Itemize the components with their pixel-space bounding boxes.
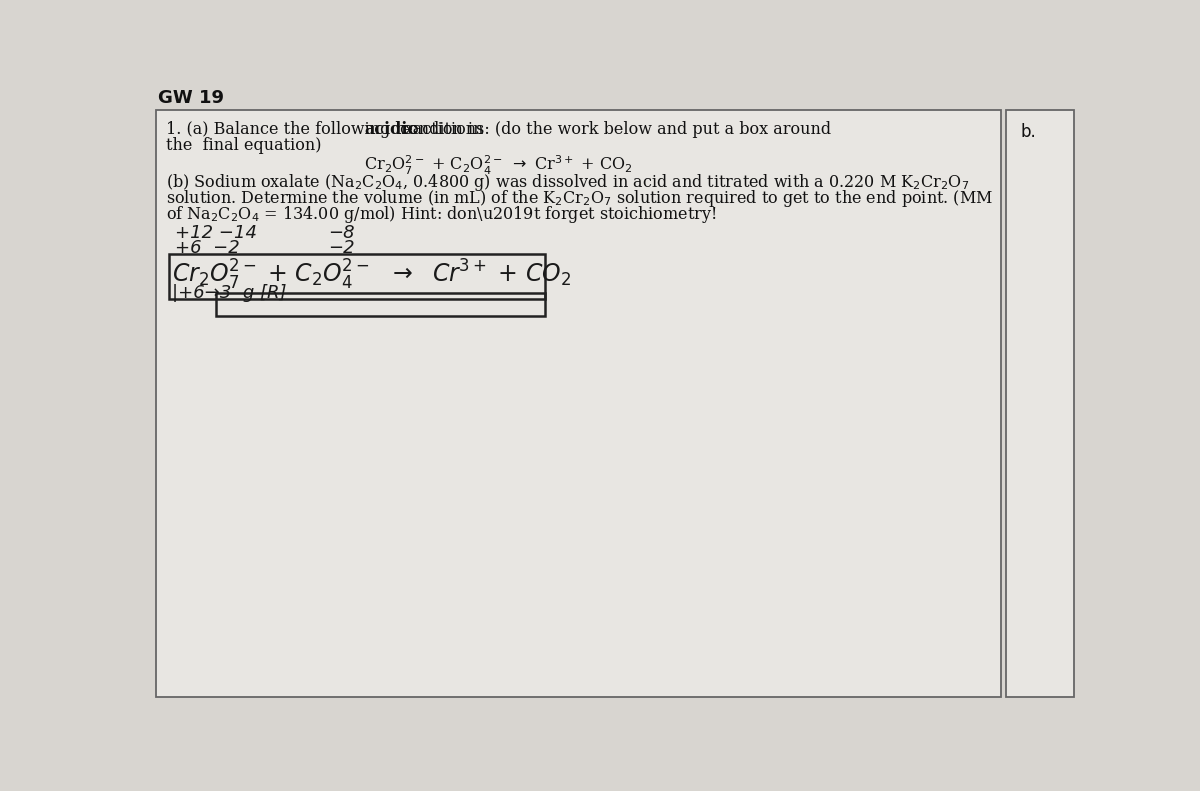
Text: −8: −8	[329, 225, 355, 242]
Text: acidic: acidic	[364, 121, 418, 138]
Text: conditions: (do the work below and put a box around: conditions: (do the work below and put a…	[395, 121, 830, 138]
Text: Cr$_2$O$_7^{2-}$ + C$_2$O$_4^{2-}$  $\rightarrow$  Cr$^{3+}$ + CO$_2$: Cr$_2$O$_7^{2-}$ + C$_2$O$_4^{2-}$ $\rig…	[172, 257, 571, 292]
Text: Cr$_2$O$_7^{2-}$ + C$_2$O$_4^{2-}$ $\rightarrow$ Cr$^{3+}$ + CO$_2$: Cr$_2$O$_7^{2-}$ + C$_2$O$_4^{2-}$ $\rig…	[365, 153, 634, 176]
Text: b.: b.	[1020, 123, 1036, 141]
Text: 1. (a) Balance the following reaction in: 1. (a) Balance the following reaction in	[166, 121, 488, 138]
Text: the  final equation): the final equation)	[166, 138, 322, 154]
Bar	[216, 293, 545, 316]
Text: (b) Sodium oxalate (Na$_2$C$_2$O$_4$, 0.4800 g) was dissolved in acid and titrat: (b) Sodium oxalate (Na$_2$C$_2$O$_4$, 0.…	[166, 172, 968, 193]
Text: GW 19: GW 19	[157, 89, 223, 108]
Bar	[1007, 110, 1074, 697]
Bar	[168, 254, 545, 299]
Text: solution. Determine the volume (in mL) of the K$_2$Cr$_2$O$_7$ solution required: solution. Determine the volume (in mL) o…	[166, 188, 992, 209]
Text: −2: −2	[329, 239, 355, 257]
Text: +12 −14: +12 −14	[175, 225, 257, 242]
Text: |+6→3  g [R]: |+6→3 g [R]	[172, 283, 287, 301]
Text: +6  −2: +6 −2	[175, 239, 240, 257]
Text: of Na$_2$C$_2$O$_4$ = 134.00 g/mol) Hint: don\u2019t forget stoichiometry!: of Na$_2$C$_2$O$_4$ = 134.00 g/mol) Hint…	[166, 204, 716, 225]
